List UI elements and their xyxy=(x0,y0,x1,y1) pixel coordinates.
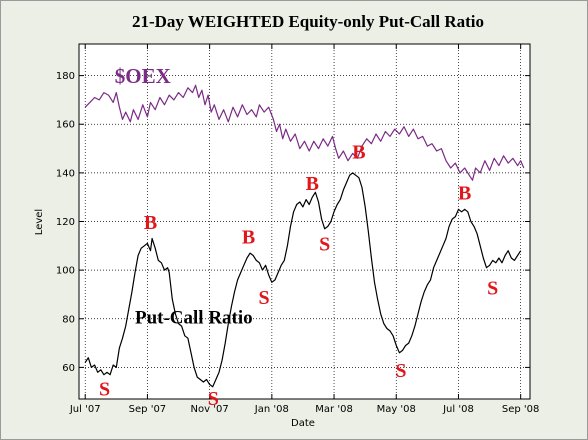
x-tick-label: Jan '08 xyxy=(254,404,289,415)
buy-signal-marker: B xyxy=(352,141,365,163)
sell-signal-marker: S xyxy=(259,287,270,309)
sell-signal-marker: S xyxy=(395,360,406,382)
series-lines xyxy=(84,84,525,388)
chart-title: 21-Day WEIGHTED Equity-only Put-Call Rat… xyxy=(132,12,484,31)
x-tick-label: Sep '07 xyxy=(129,404,167,415)
y-tick-label: 80 xyxy=(62,314,75,325)
signal-markers: S B S B S B S B S B S xyxy=(99,141,498,410)
grid-lines xyxy=(79,44,530,399)
sell-signal-marker: S xyxy=(99,378,110,400)
x-tick-label: Sep '08 xyxy=(502,404,540,415)
x-tick-label: Jul '08 xyxy=(442,404,474,415)
y-tick-label: 180 xyxy=(56,71,75,82)
y-tick-label: 140 xyxy=(56,168,75,179)
put-call-ratio-label: Put-Call Ratio xyxy=(135,308,253,329)
put-call-ratio-line xyxy=(84,172,522,388)
y-tick-label: 60 xyxy=(62,363,75,374)
axis-ticks: 60 80 100 120 140 160 180 Jul '07 Sep '07 Nov '07… xyxy=(56,44,540,415)
buy-signal-marker: B xyxy=(242,226,255,248)
buy-signal-marker: B xyxy=(144,212,157,234)
oex-line xyxy=(84,84,525,181)
oex-label: $OEX xyxy=(115,64,171,88)
y-tick-label: 160 xyxy=(56,120,75,131)
sell-signal-marker: S xyxy=(487,277,498,299)
y-tick-label: 100 xyxy=(56,266,75,277)
x-tick-label: Mar '08 xyxy=(315,404,353,415)
x-tick-label: Nov '07 xyxy=(191,404,229,415)
y-axis-label: Level xyxy=(34,209,45,235)
series-labels: $OEX Put-Call Ratio xyxy=(115,64,253,329)
x-axis-label: Date xyxy=(291,418,315,429)
x-tick-label: Jul '07 xyxy=(69,404,101,415)
y-tick-label: 120 xyxy=(56,217,75,228)
sell-signal-marker: S xyxy=(319,234,330,256)
buy-signal-marker: B xyxy=(458,183,471,205)
x-tick-label: May '08 xyxy=(377,404,416,415)
buy-signal-marker: B xyxy=(306,173,319,195)
sell-signal-marker: S xyxy=(208,388,219,410)
